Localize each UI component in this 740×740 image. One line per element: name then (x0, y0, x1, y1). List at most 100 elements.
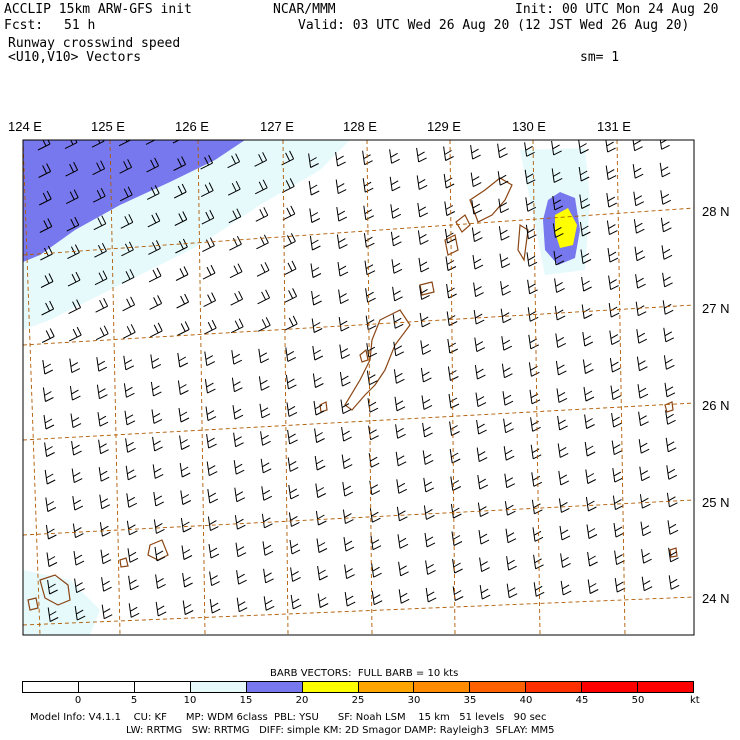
wind-barb (310, 263, 322, 278)
lon-label: 128 E (343, 119, 377, 134)
wind-barb (67, 271, 81, 287)
wind-barb (71, 468, 83, 484)
wind-barb (338, 289, 349, 305)
wind-barb (230, 318, 244, 334)
wind-barb (209, 571, 220, 587)
wind-barb (479, 557, 490, 573)
wind-barb (419, 285, 430, 300)
wind-barb (668, 547, 679, 563)
wind-barb (290, 567, 301, 582)
wind-barb (97, 412, 109, 427)
wind-barb (260, 458, 272, 474)
wind-barb (74, 578, 85, 594)
wind-barb (557, 443, 569, 458)
wind-barb (337, 262, 349, 277)
wind-barb (173, 156, 187, 171)
wind-barb (397, 534, 409, 549)
org-label: NCAR/MMM (273, 2, 336, 17)
wind-barb (179, 435, 190, 450)
wind-barb (556, 388, 568, 403)
wind-barb (607, 248, 619, 263)
wind-barb (41, 328, 55, 343)
wind-barb (308, 180, 320, 196)
wind-barb (42, 387, 54, 402)
wind-barb (363, 205, 375, 221)
wind-barb (283, 233, 296, 248)
wind-barb (662, 272, 673, 288)
lon-label: 130 E (512, 119, 546, 134)
forecast-label: Fcst: (4, 18, 44, 33)
wind-barb (72, 496, 84, 511)
wind-barb (555, 333, 567, 348)
color-scale-tick-label: 10 (183, 695, 197, 706)
wind-barb (557, 415, 568, 431)
wind-barb (37, 140, 51, 151)
wind-barb (38, 190, 52, 206)
wind-barb (150, 381, 162, 397)
wind-barb (389, 149, 400, 164)
wind-barb (256, 262, 270, 277)
wind-barb (499, 253, 511, 269)
wind-barb (419, 312, 431, 328)
wind-barb (68, 326, 82, 342)
wind-barb (285, 347, 297, 362)
wind-barb (635, 301, 647, 317)
color-scale-tick-label: 45 (575, 695, 589, 706)
wind-barb (526, 252, 538, 267)
wind-barb (41, 300, 55, 316)
wind-barb (311, 318, 323, 333)
wind-barb (313, 400, 325, 416)
wind-barb (257, 289, 271, 305)
color-scale-unit: kt (690, 695, 700, 706)
wind-barb (203, 319, 217, 335)
wind-barb (613, 523, 625, 538)
color-scale-cell (470, 682, 527, 692)
wind-barb (583, 386, 595, 402)
crosswind-map: 124 E 125 E 126 E 127 E 128 E 129 E 130 … (8, 119, 729, 636)
wind-barb (182, 600, 194, 615)
wind-barb (425, 587, 437, 603)
speed-20-25-region (23, 140, 245, 262)
wind-barb (445, 256, 457, 271)
wind-barb (614, 550, 625, 566)
color-scale-tick-label: 5 (130, 695, 138, 706)
color-scale-cell (582, 682, 639, 692)
wind-barb (258, 376, 270, 391)
wind-barb (420, 340, 432, 355)
wind-barb (177, 352, 189, 368)
wind-barb (344, 564, 355, 580)
wind-barb (447, 366, 459, 381)
color-scale-cell (302, 682, 359, 692)
wind-barb (342, 482, 354, 497)
wind-barb (667, 520, 679, 535)
wind-barb (612, 468, 624, 483)
color-scale-cell (134, 682, 191, 692)
wind-barb (290, 594, 302, 610)
wind-barb (389, 176, 401, 192)
wind-barb (127, 548, 139, 563)
wind-barb (288, 512, 300, 527)
wind-barb (660, 190, 672, 205)
wind-barb (424, 532, 436, 548)
map-frame (22, 139, 695, 636)
wind-barb (477, 502, 489, 518)
wind-barb (341, 427, 352, 442)
wind-barb (443, 146, 454, 161)
wind-barb (209, 599, 221, 614)
field-name: Runway crosswind speed (8, 36, 181, 51)
wind-barb (476, 447, 488, 463)
wind-barb (99, 522, 111, 537)
wind-barb (149, 295, 163, 310)
lon-label: 129 E (427, 119, 461, 134)
wind-barb (502, 391, 514, 406)
wind-barb (153, 519, 165, 534)
wind-barb (582, 331, 594, 347)
wind-barb (394, 396, 406, 412)
wind-barb (155, 574, 166, 589)
wind-barb (286, 402, 298, 417)
wind-barb (339, 372, 351, 387)
wind-barb (92, 160, 106, 176)
wind-barb (316, 538, 328, 553)
lon-label: 125 E (91, 119, 125, 134)
wind-barb (98, 439, 109, 455)
